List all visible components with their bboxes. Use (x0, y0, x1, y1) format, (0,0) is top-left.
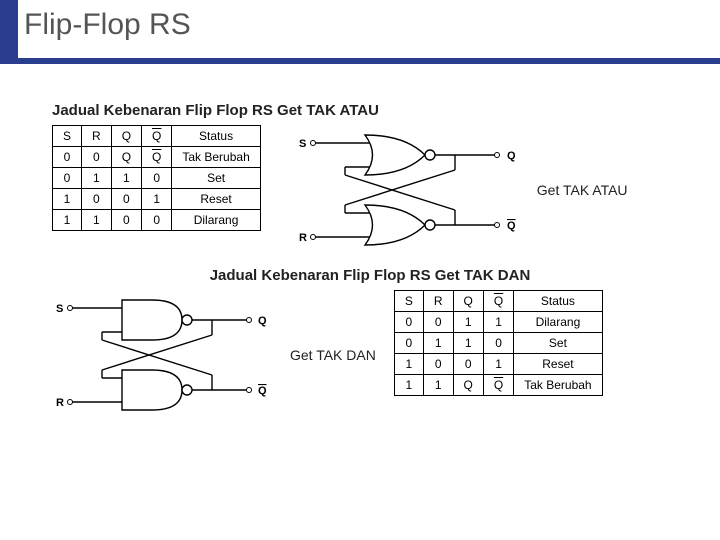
table-row: 0 0 1 1 Dilarang (394, 312, 602, 333)
col-q: Q (111, 126, 141, 147)
output-q-label: Q (507, 150, 516, 162)
section1-heading: Jadual Kebenaran Flip Flop RS Get TAK AT… (52, 102, 688, 119)
input-s-label: S (56, 303, 63, 315)
section2-heading: Jadual Kebenaran Flip Flop RS Get TAK DA… (52, 267, 688, 284)
table-row: 1 1 Q Q Tak Berubah (394, 375, 602, 396)
table-row: 0 1 1 0 Set (53, 168, 261, 189)
table-row: S R Q Q Status (394, 291, 602, 312)
col-s: S (53, 126, 82, 147)
gate-label-nand: Get TAK DAN (290, 347, 376, 363)
table-row: S R Q Q Status (53, 126, 261, 147)
nand-latch-diagram: S R Q Q (52, 290, 272, 420)
table-row: 1 0 0 1 Reset (394, 354, 602, 375)
truth-table-nand: S R Q Q Status 0 0 1 1 Dilarang 0 1 1 0 … (394, 290, 603, 396)
nor-latch-block: S R Q Q (285, 125, 525, 255)
table-row: 0 0 Q Q Tak Berubah (53, 147, 261, 168)
nand-latch-block: S R Q Q (52, 290, 272, 420)
nor-latch-diagram: S R Q Q (285, 125, 525, 255)
truth-table-nor: S R Q Q Status 0 0 Q Q Tak Berubah 0 1 1… (52, 125, 261, 231)
col-qbar: Q (142, 126, 172, 147)
header: Flip-Flop RS (0, 0, 720, 64)
col-r: R (82, 126, 112, 147)
page-title: Flip-Flop RS (24, 8, 702, 42)
col-status: Status (172, 126, 260, 147)
table-row: 1 1 0 0 Dilarang (53, 210, 261, 231)
section1-row: S R Q Q Status 0 0 Q Q Tak Berubah 0 1 1… (52, 125, 688, 255)
output-qbar-label: Q (258, 385, 267, 397)
gate-label-nor: Get TAK ATAU (537, 182, 628, 198)
input-s-label: S (299, 138, 306, 150)
table-row: 0 1 1 0 Set (394, 333, 602, 354)
output-q-label: Q (258, 315, 267, 327)
table-row: 1 0 0 1 Reset (53, 189, 261, 210)
output-qbar-label: Q (507, 220, 516, 232)
section2-row: S R Q Q Get TAK (52, 290, 688, 420)
input-r-label: R (56, 397, 64, 409)
slide-body: Jadual Kebenaran Flip Flop RS Get TAK AT… (0, 64, 720, 420)
input-r-label: R (299, 232, 307, 244)
